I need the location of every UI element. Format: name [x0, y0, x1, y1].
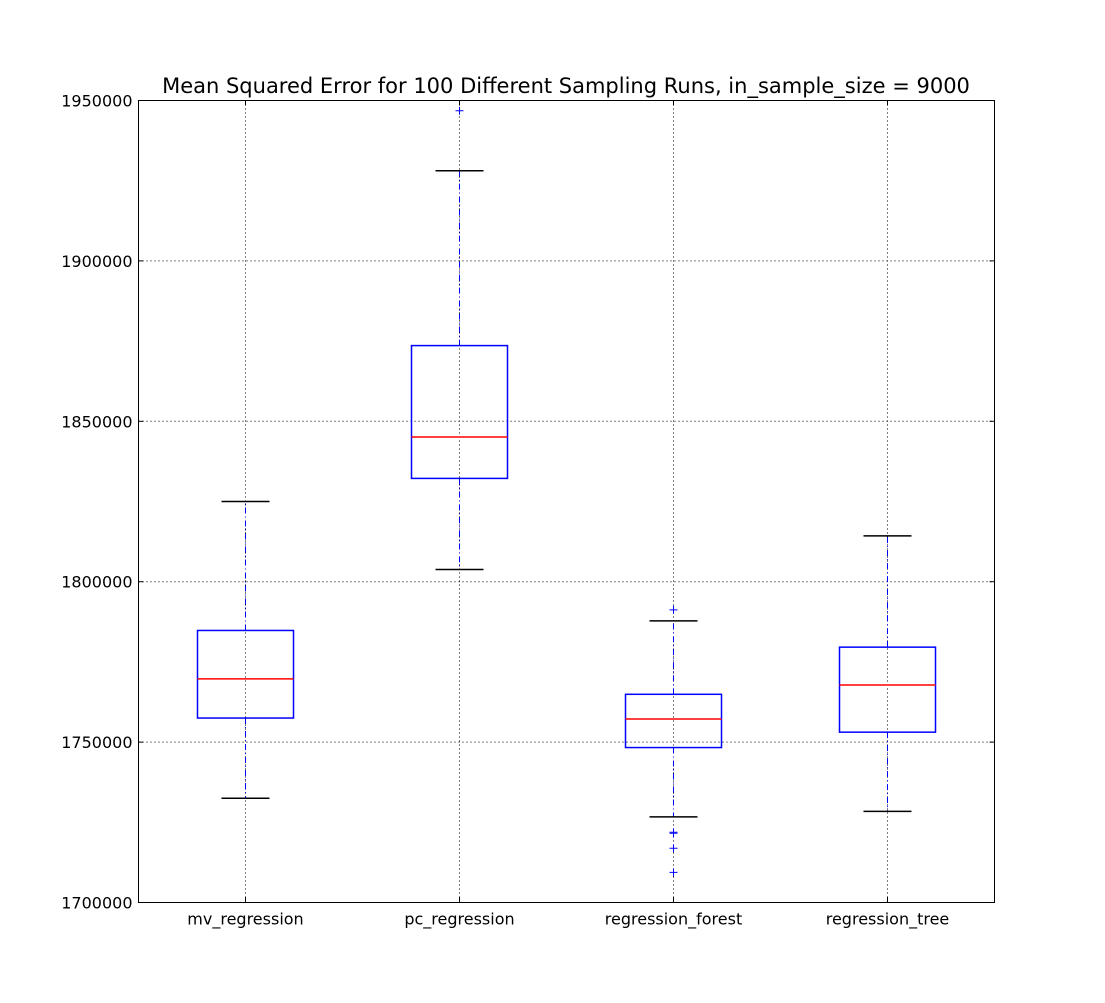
box-regression_forest: [624, 605, 723, 877]
y-tick-label: 1750000: [61, 733, 132, 752]
x-tick-label: mv_regression: [187, 910, 303, 930]
y-tick-label: 1950000: [61, 92, 132, 111]
box-elements: [196, 106, 937, 877]
x-tick-label: pc_regression: [404, 910, 514, 930]
outlier-point: [669, 844, 678, 853]
y-tick-label: 1800000: [61, 573, 132, 592]
axis-ticks: 1700000 1750000 1800000 1850000 1900000 19500…: [61, 92, 995, 930]
box-pc_regression: [410, 106, 509, 571]
iqr-box: [410, 344, 509, 480]
outlier-point: [455, 106, 464, 115]
x-tick-label: regression_forest: [605, 910, 742, 930]
y-tick-label: 1850000: [61, 412, 132, 431]
outlier-point: [669, 868, 678, 877]
outlier-point: [669, 829, 678, 838]
box-regression_tree: [838, 535, 937, 813]
y-tick-label: 1900000: [61, 252, 132, 271]
y-tick-label: 1700000: [61, 894, 132, 913]
iqr-box: [196, 629, 295, 719]
iqr-box: [624, 693, 723, 749]
box-mv_regression: [196, 500, 295, 799]
plot-area-frame: [138, 100, 995, 903]
outlier-point: [669, 605, 678, 614]
x-tick-label: regression_tree: [826, 910, 950, 930]
chart-title: Mean Squared Error for 100 Different Sam…: [162, 74, 970, 99]
iqr-box: [838, 646, 937, 733]
